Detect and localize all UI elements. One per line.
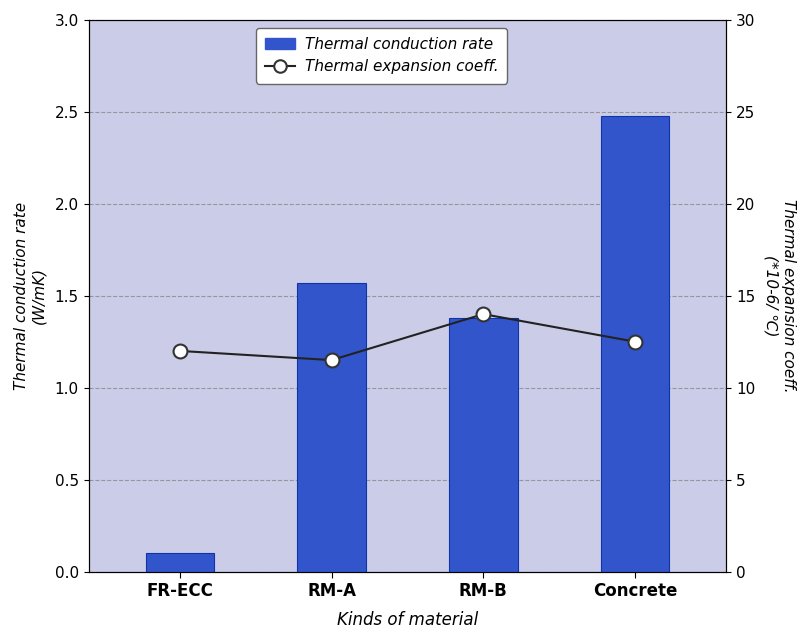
Bar — [601, 116, 669, 572]
Bar — [297, 283, 365, 572]
Y-axis label: Thermal expansion coeff.
(*10-6/ ℃): Thermal expansion coeff. (*10-6/ ℃) — [764, 199, 796, 392]
Bar — [146, 553, 214, 572]
X-axis label: Kinds of material: Kinds of material — [337, 611, 478, 629]
Legend: Thermal conduction rate, Thermal expansion coeff.: Thermal conduction rate, Thermal expansi… — [256, 28, 507, 84]
Bar — [450, 318, 518, 572]
Y-axis label: Thermal conduction rate
(W/mK): Thermal conduction rate (W/mK) — [14, 202, 46, 390]
